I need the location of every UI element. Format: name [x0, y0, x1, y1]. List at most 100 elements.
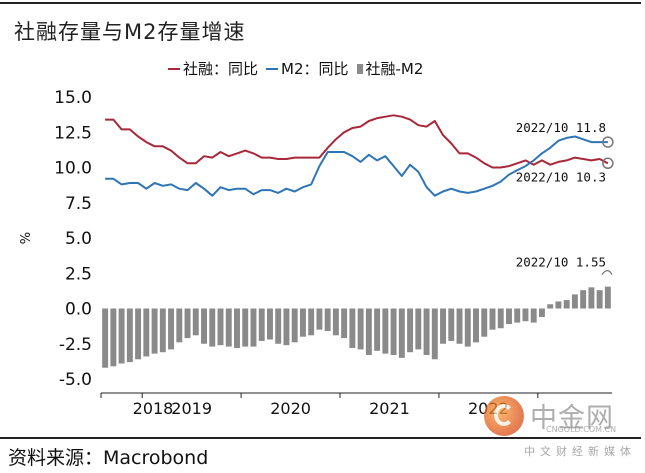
- diff-bar: [382, 308, 389, 354]
- diff-bar: [118, 308, 125, 364]
- y-tick-label: 7.5: [65, 194, 92, 214]
- diff-bar: [225, 308, 232, 347]
- diff-bar: [151, 308, 158, 354]
- y-tick-label: 2.5: [65, 264, 92, 284]
- legend-swatch-social-financing: [168, 67, 180, 70]
- diff-bar: [143, 308, 150, 357]
- diff-bar: [308, 308, 315, 336]
- top-rule: [0, 2, 641, 4]
- diff-bar: [258, 308, 265, 341]
- diff-bar: [530, 308, 537, 323]
- diff-bar: [398, 308, 405, 358]
- watermark-url: CNGOLD.COM.CN: [546, 425, 617, 434]
- diff-bar: [324, 308, 331, 332]
- diff-bar: [497, 308, 504, 329]
- legend-label-m2: M2：同比: [281, 60, 349, 78]
- diff-bar: [275, 308, 282, 344]
- x-tick-label: 2019: [171, 399, 212, 418]
- diff-bar: [299, 308, 306, 337]
- diff-bar: [481, 308, 488, 337]
- diff-bar: [234, 308, 240, 348]
- annotation-social-financing: 2022/10 10.3: [516, 169, 606, 184]
- legend-item-social-financing: 社融：同比: [168, 58, 258, 79]
- diff-bar: [332, 308, 339, 336]
- diff-bar: [168, 308, 175, 350]
- annotation-diff: 2022/10 1.55: [516, 255, 606, 270]
- legend-swatch-m2: [266, 67, 279, 70]
- y-tick-label: 15.0: [54, 88, 92, 108]
- diff-bar: [176, 308, 183, 343]
- diff-bar: [522, 308, 529, 322]
- legend-item-m2: M2：同比: [266, 58, 349, 79]
- diff-bar: [555, 301, 562, 309]
- diff-bar: [341, 308, 348, 339]
- diff-bar: [506, 308, 512, 325]
- y-axis-label: %: [19, 232, 34, 244]
- diff-bar: [547, 304, 554, 309]
- diff-bar: [209, 308, 216, 347]
- diff-bar: [357, 308, 364, 350]
- legend-item-diff: 社融-M2: [356, 58, 423, 79]
- diff-end-marker: [601, 270, 613, 276]
- y-tick-label: 12.5: [54, 123, 92, 143]
- diff-bar: [596, 290, 603, 309]
- chart-title: 社融存量与M2存量增速: [14, 20, 246, 44]
- diff-bar: [489, 308, 496, 330]
- legend: 社融：同比 M2：同比 社融-M2: [168, 58, 431, 79]
- annotation-m2: 2022/10 11.8: [516, 120, 606, 135]
- diff-bar: [159, 308, 166, 353]
- legend-label-social-financing: 社融：同比: [183, 60, 259, 78]
- diff-bar: [563, 300, 570, 309]
- diff-bar: [201, 308, 207, 344]
- social-financing-end-marker: [602, 157, 614, 170]
- diff-bar: [390, 308, 397, 356]
- diff-bar: [407, 308, 414, 353]
- source-note: 资料来源：Macrobond: [8, 447, 209, 469]
- watermark: 中金网 CNGOLD.COM.CN: [484, 396, 634, 438]
- diff-bar: [431, 308, 438, 360]
- diff-bar: [423, 308, 430, 356]
- diff-bar: [440, 308, 447, 344]
- x-tick-label: 2018: [133, 399, 174, 418]
- diff-bar: [102, 308, 109, 368]
- diff-bar: [571, 294, 578, 309]
- diff-bar: [192, 308, 199, 336]
- diff-bar: [464, 308, 471, 347]
- diff-bar: [448, 308, 455, 341]
- watermark-name: 中金网: [530, 403, 614, 434]
- watermark-subtitle: 中文财经新媒体: [524, 445, 636, 458]
- diff-bar: [283, 308, 290, 346]
- x-tick-label: 2021: [369, 399, 410, 418]
- diff-bar: [250, 308, 257, 347]
- diff-bar: [217, 308, 224, 346]
- diff-bar: [291, 308, 298, 343]
- y-tick-label: -2.5: [59, 335, 92, 355]
- diff-bar: [242, 308, 249, 347]
- m2-line: [105, 135, 608, 197]
- diff-bar: [374, 308, 381, 351]
- diff-bar: [456, 308, 463, 344]
- watermark-logo-icon: [484, 396, 524, 436]
- diff-bar: [538, 308, 545, 317]
- diff-bar: [126, 308, 133, 363]
- x-tick-label: 2020: [270, 399, 311, 418]
- y-tick-label: -5.0: [59, 370, 92, 390]
- y-tick-label: 5.0: [65, 229, 92, 249]
- social-financing-line: [105, 114, 609, 169]
- diff-bar: [349, 308, 356, 348]
- diff-bar: [135, 308, 142, 360]
- m2-end-marker: [602, 136, 614, 148]
- bottom-rule: [0, 437, 641, 439]
- y-tick-label: 10.0: [54, 159, 92, 179]
- legend-swatch-diff: [356, 63, 363, 74]
- diff-bar: [588, 287, 595, 309]
- diff-bar: [110, 308, 117, 367]
- diff-bar: [415, 308, 422, 350]
- diff-bar: [184, 308, 191, 339]
- diff-bar: [473, 308, 479, 343]
- diff-bar: [266, 308, 273, 340]
- diff-bar: [316, 308, 323, 330]
- diff-bar: [604, 286, 611, 309]
- y-tick-label: 0.0: [65, 300, 92, 320]
